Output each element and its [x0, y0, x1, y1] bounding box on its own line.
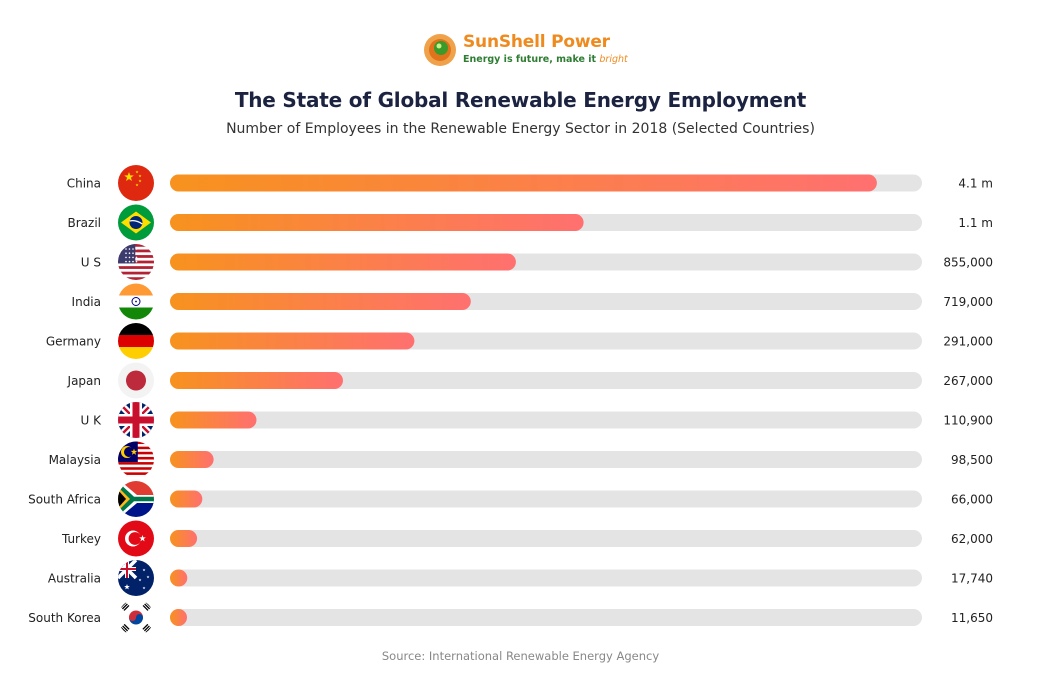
brand-tagline-main: Energy is future, make it [463, 54, 597, 65]
country-label: Australia [48, 572, 101, 586]
value-label: 855,000 [943, 256, 993, 270]
malaysia-flag-icon [118, 441, 154, 478]
bar-track [170, 569, 922, 587]
value-label: 1.1 m [958, 216, 993, 230]
source-note: Source: International Renewable Energy A… [381, 649, 660, 663]
uk-flag-icon [118, 402, 154, 438]
bar [170, 569, 188, 587]
bar [170, 609, 187, 626]
country-label: U S [81, 256, 101, 270]
us-flag-icon [118, 244, 154, 280]
brazil-flag-icon [118, 204, 154, 241]
japan-flag-icon [118, 362, 154, 399]
bar [170, 174, 877, 192]
chart-subtitle: Number of Employees in the Renewable Ene… [226, 121, 815, 137]
south-korea-flag-icon [118, 599, 154, 636]
bar [170, 293, 471, 310]
bar [170, 490, 203, 508]
bar [170, 214, 584, 231]
country-label: Japan [67, 374, 101, 388]
bar [170, 372, 343, 389]
value-label: 66,000 [951, 493, 993, 507]
bar-track [170, 530, 922, 547]
value-label: 17,740 [951, 572, 993, 586]
country-label: South Africa [28, 493, 101, 507]
bar [170, 253, 516, 271]
bar-track [170, 609, 922, 626]
bar-track [170, 490, 922, 508]
bar [170, 530, 198, 547]
bar-track [170, 411, 922, 429]
value-label: 4.1 m [958, 177, 993, 191]
country-label: India [72, 295, 101, 309]
value-label: 291,000 [943, 335, 993, 349]
south-africa-flag-icon [118, 481, 154, 517]
bar-track [170, 451, 922, 468]
sun-shell-icon [424, 34, 456, 66]
brand-tagline-highlight: bright [599, 54, 628, 65]
value-label: 62,000 [951, 532, 993, 546]
china-flag-icon [118, 165, 154, 201]
country-label: Malaysia [49, 453, 101, 467]
bar [170, 451, 214, 468]
chart-title: The State of Global Renewable Energy Emp… [234, 88, 807, 112]
india-flag-icon [118, 283, 154, 320]
turkey-flag-icon [118, 520, 154, 557]
country-label: U K [81, 414, 103, 428]
value-label: 267,000 [943, 374, 993, 388]
australia-flag-icon [118, 560, 154, 596]
brand-name: SunShell Power [463, 32, 610, 52]
country-label: China [67, 177, 101, 191]
value-label: 11,650 [951, 611, 993, 625]
value-label: 98,500 [951, 453, 993, 467]
country-label: South Korea [28, 611, 101, 625]
brand-tagline: Energy is future, make it bright [463, 54, 628, 65]
country-label: Brazil [68, 216, 102, 230]
bar [170, 332, 415, 350]
country-label: Turkey [61, 532, 101, 546]
country-label: Germany [46, 335, 101, 349]
bar [170, 411, 257, 429]
value-label: 110,900 [943, 414, 993, 428]
germany-flag-icon [118, 323, 154, 359]
value-label: 719,000 [943, 295, 993, 309]
bar-track [170, 372, 922, 389]
